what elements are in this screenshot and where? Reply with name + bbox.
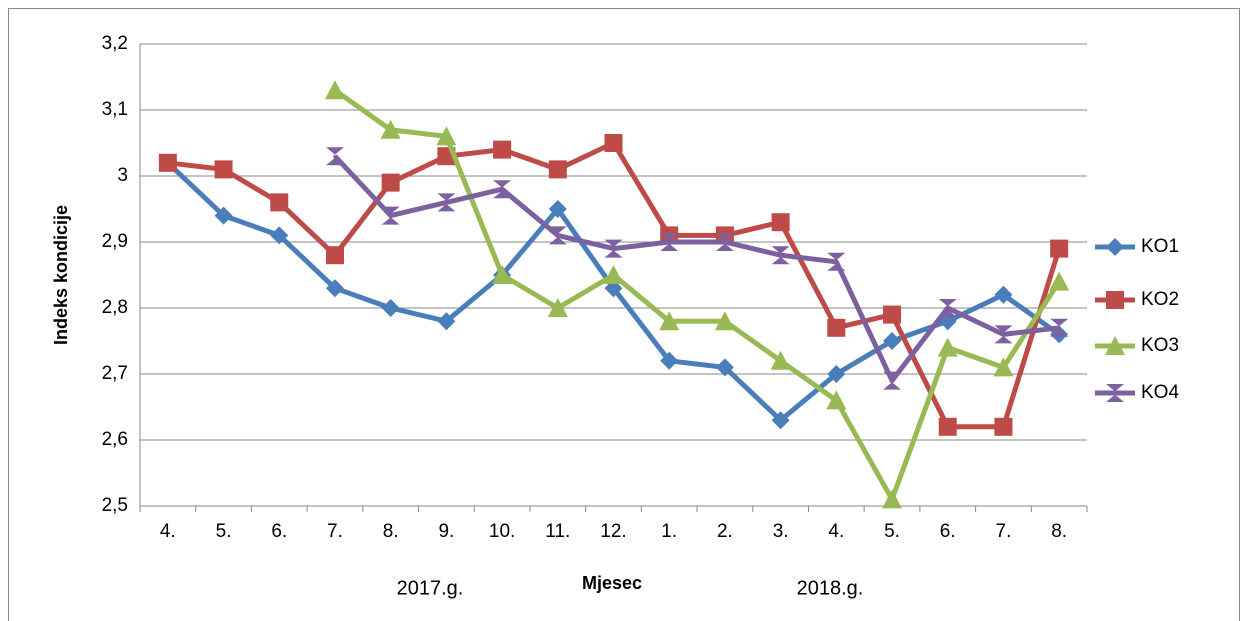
marker bbox=[381, 299, 400, 317]
marker bbox=[1106, 384, 1124, 402]
marker bbox=[659, 311, 680, 331]
x-tick-label: 8. bbox=[383, 521, 399, 542]
y-tick-label: 3,1 bbox=[102, 99, 128, 120]
marker bbox=[214, 160, 233, 179]
y-tick-label: 2,6 bbox=[102, 429, 128, 450]
marker bbox=[1106, 238, 1124, 256]
marker bbox=[604, 239, 623, 258]
marker bbox=[994, 325, 1013, 344]
marker bbox=[938, 417, 957, 436]
legend-label: KO3 bbox=[1141, 335, 1179, 356]
marker bbox=[715, 358, 734, 377]
marker bbox=[883, 332, 902, 350]
marker bbox=[270, 226, 289, 245]
marker bbox=[827, 252, 846, 271]
marker bbox=[437, 193, 456, 212]
marker bbox=[493, 180, 512, 199]
y-tick-label: 2,9 bbox=[102, 231, 128, 252]
marker bbox=[660, 351, 679, 370]
marker bbox=[604, 134, 623, 152]
marker bbox=[937, 337, 958, 357]
marker bbox=[436, 126, 457, 146]
marker bbox=[883, 305, 902, 324]
series-line bbox=[333, 88, 1062, 502]
marker bbox=[660, 233, 679, 251]
x-tick-label: 2. bbox=[717, 521, 733, 542]
marker bbox=[1049, 271, 1070, 291]
x-tick-label: 7. bbox=[996, 521, 1012, 542]
marker bbox=[603, 265, 624, 284]
y-axis-label: Indeks kondicije bbox=[51, 205, 71, 345]
x-tick-label: 9. bbox=[438, 521, 454, 542]
marker bbox=[548, 160, 567, 179]
marker bbox=[770, 350, 791, 370]
x-tick-label: 10. bbox=[489, 521, 515, 542]
x-tick-label: 3. bbox=[773, 521, 789, 542]
marker bbox=[938, 299, 957, 317]
marker bbox=[547, 298, 568, 317]
marker bbox=[1050, 239, 1069, 258]
marker bbox=[325, 147, 344, 166]
annotation: 2018.g. bbox=[797, 577, 864, 599]
x-tick-label: 4. bbox=[828, 521, 844, 542]
marker bbox=[548, 226, 567, 245]
x-tick-label: 1. bbox=[661, 521, 677, 542]
marker bbox=[882, 489, 903, 509]
legend-label: KO1 bbox=[1141, 236, 1179, 257]
marker bbox=[771, 213, 790, 232]
annotation: 2017.g. bbox=[397, 577, 464, 599]
marker bbox=[827, 365, 846, 383]
marker bbox=[714, 311, 735, 331]
marker bbox=[381, 173, 400, 192]
y-tick-label: 2,5 bbox=[102, 495, 128, 516]
marker bbox=[994, 417, 1013, 436]
marker bbox=[492, 265, 513, 284]
y-tick-label: 2,7 bbox=[102, 363, 128, 384]
x-tick-label: 5. bbox=[884, 521, 900, 542]
x-tick-label: 5. bbox=[216, 521, 232, 542]
marker bbox=[994, 285, 1013, 304]
marker bbox=[883, 371, 902, 390]
marker bbox=[324, 80, 345, 100]
marker bbox=[715, 233, 734, 251]
x-tick-label: 6. bbox=[271, 521, 287, 542]
x-tick-label: 8. bbox=[1051, 521, 1067, 542]
x-axis-label: Mjesec bbox=[582, 573, 642, 593]
marker bbox=[381, 206, 400, 225]
marker bbox=[1050, 318, 1069, 337]
y-tick-label: 3 bbox=[117, 165, 128, 186]
marker bbox=[771, 246, 790, 265]
x-tick-label: 11. bbox=[545, 521, 570, 542]
y-tick-label: 3,2 bbox=[102, 33, 128, 54]
marker bbox=[325, 246, 344, 265]
marker bbox=[158, 153, 177, 172]
marker bbox=[827, 318, 846, 337]
marker bbox=[771, 411, 790, 430]
marker bbox=[1105, 336, 1125, 355]
x-tick-label: 6. bbox=[940, 521, 956, 542]
marker bbox=[380, 119, 401, 139]
x-tick-label: 12. bbox=[600, 521, 626, 542]
marker bbox=[826, 390, 847, 410]
chart-border bbox=[8, 8, 1240, 621]
y-tick-label: 2,8 bbox=[102, 297, 128, 318]
legend-label: KO4 bbox=[1141, 382, 1179, 403]
marker bbox=[437, 312, 456, 331]
marker bbox=[548, 200, 567, 218]
marker bbox=[325, 279, 344, 298]
x-tick-label: 4. bbox=[160, 521, 176, 542]
marker bbox=[270, 193, 289, 212]
marker bbox=[1106, 291, 1124, 309]
marker bbox=[214, 206, 233, 225]
marker bbox=[493, 140, 512, 159]
legend-label: KO2 bbox=[1141, 289, 1179, 310]
series-line bbox=[333, 154, 1060, 384]
marker bbox=[993, 357, 1014, 377]
x-tick-label: 7. bbox=[327, 521, 343, 542]
